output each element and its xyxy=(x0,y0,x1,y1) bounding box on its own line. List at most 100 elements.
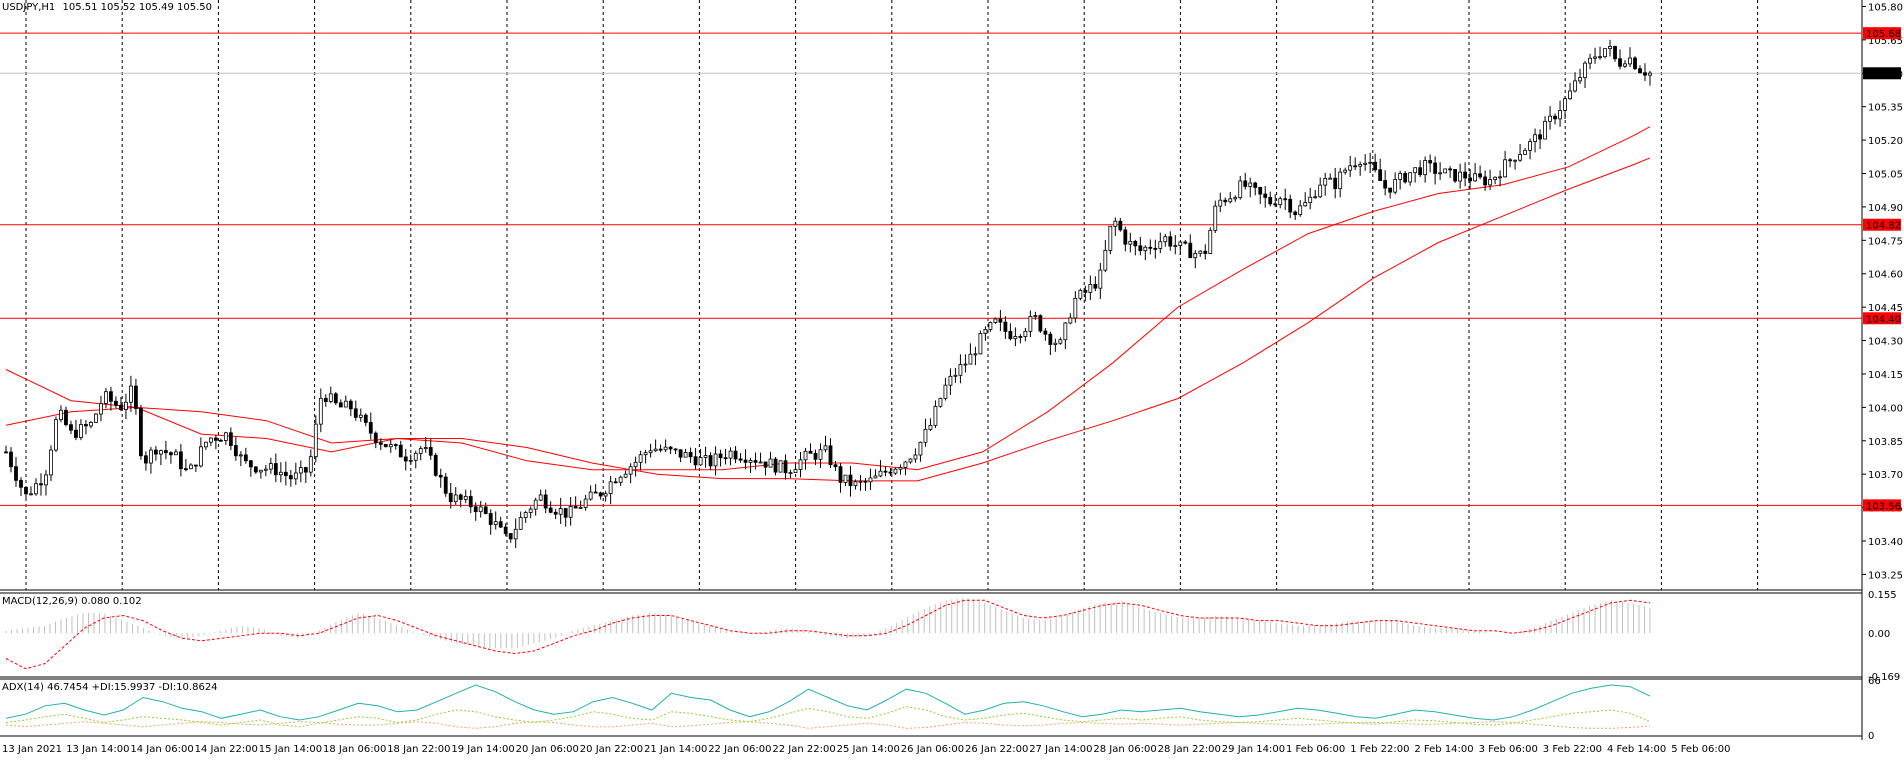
candle-body xyxy=(69,424,73,431)
candle-body xyxy=(1358,164,1363,167)
candle-body xyxy=(813,452,818,460)
candle-body xyxy=(1233,197,1238,200)
candle-body xyxy=(1573,80,1577,92)
candle-body xyxy=(518,517,523,530)
candle-body xyxy=(1168,236,1173,247)
ma-slow-line xyxy=(5,157,1651,482)
candle-body xyxy=(1598,56,1602,59)
candle-body xyxy=(578,507,583,509)
candle-body xyxy=(1453,169,1458,182)
candle-body xyxy=(1388,187,1393,193)
candle-body xyxy=(818,449,823,460)
ma-fast-line xyxy=(5,126,1651,471)
candle-body xyxy=(873,475,878,479)
candle-body xyxy=(1153,247,1158,250)
candle-body xyxy=(149,449,153,464)
candle-body xyxy=(9,451,13,468)
candle-body xyxy=(618,476,623,483)
level-tag xyxy=(1863,218,1901,231)
x-tick-label: 28 Jan 22:00 xyxy=(1158,744,1221,755)
candle-body xyxy=(843,474,848,483)
candle-body xyxy=(593,491,598,494)
x-tick-label: 4 Feb 14:00 xyxy=(1607,744,1666,755)
candle-body xyxy=(678,449,683,458)
y-tick-label: 105.80 xyxy=(1868,2,1903,13)
current-price-label: 105.50 xyxy=(1866,69,1901,80)
candle-body xyxy=(558,508,563,515)
candle-body xyxy=(1243,180,1248,187)
candle-body xyxy=(1033,315,1038,318)
candle-body xyxy=(1058,339,1063,344)
candle-body xyxy=(963,363,968,366)
candle-body xyxy=(833,464,838,468)
candle-body xyxy=(803,450,808,461)
candle-body xyxy=(173,451,178,456)
candle-body xyxy=(928,424,933,430)
candle-body xyxy=(468,495,473,508)
candle-body xyxy=(1348,165,1353,171)
candle-body xyxy=(1333,177,1338,190)
candle-body xyxy=(39,483,43,486)
candle-body xyxy=(1318,184,1323,198)
candle-body xyxy=(1073,297,1078,319)
candle-body xyxy=(393,444,398,446)
y-tick-label: 105.20 xyxy=(1868,136,1903,147)
candle-body xyxy=(1103,250,1108,271)
candle-body xyxy=(168,452,173,456)
candle-body xyxy=(633,461,638,468)
candle-body xyxy=(1083,289,1088,293)
ohlc-label: 105.51 105.52 105.49 105.50 xyxy=(62,2,212,13)
candle-body xyxy=(104,391,108,404)
candle-body xyxy=(1173,245,1178,247)
x-tick-label: 22 Jan 06:00 xyxy=(708,744,771,755)
candle-body xyxy=(1268,196,1273,205)
candle-body xyxy=(1118,220,1123,231)
x-tick-label: 18 Jan 22:00 xyxy=(387,744,450,755)
level-tag-label: 105.68 xyxy=(1866,29,1901,40)
candle-body xyxy=(1413,167,1418,174)
candle-body xyxy=(1208,229,1213,254)
candle-body xyxy=(213,437,218,441)
x-tick-label: 14 Jan 22:00 xyxy=(195,744,258,755)
candle-body xyxy=(1148,246,1153,249)
level-tag-label: 103.56 xyxy=(1866,501,1901,512)
candle-body xyxy=(1048,333,1053,345)
candle-body xyxy=(573,506,578,509)
candle-body xyxy=(868,477,873,483)
x-tick-label: 27 Jan 14:00 xyxy=(1029,744,1092,755)
candle-body xyxy=(838,466,843,483)
candle-body xyxy=(823,445,828,451)
candle-body xyxy=(154,449,158,455)
x-tick-label: 22 Jan 22:00 xyxy=(772,744,835,755)
macd-y-label: 0.155 xyxy=(1868,590,1897,601)
adx-y-label: 66 xyxy=(1868,676,1881,687)
candle-body xyxy=(1143,246,1148,252)
candle-body xyxy=(24,486,28,495)
candle-body xyxy=(538,494,543,501)
candle-body xyxy=(263,468,268,471)
candle-body xyxy=(1648,72,1652,76)
candle-body xyxy=(738,458,743,461)
candle-body xyxy=(109,391,113,402)
candle-body xyxy=(613,481,618,484)
candle-body xyxy=(938,397,943,407)
candle-body xyxy=(1178,241,1183,246)
candle-body xyxy=(1633,57,1637,70)
candle-body xyxy=(99,403,103,415)
candle-body xyxy=(1328,177,1333,180)
candle-body xyxy=(1523,149,1527,155)
candle-body xyxy=(568,506,573,518)
candle-body xyxy=(1498,176,1502,179)
y-tick-label: 103.40 xyxy=(1868,537,1903,548)
candle-body xyxy=(1013,336,1018,340)
candle-body xyxy=(1628,57,1632,65)
candle-body xyxy=(563,508,568,518)
candle-body xyxy=(608,481,613,495)
candle-body xyxy=(978,333,983,355)
y-tick-label: 105.35 xyxy=(1868,103,1903,114)
candle-body xyxy=(223,432,228,441)
candle-body xyxy=(863,480,868,483)
candle-body xyxy=(1608,46,1612,49)
level-tag xyxy=(1863,312,1901,325)
